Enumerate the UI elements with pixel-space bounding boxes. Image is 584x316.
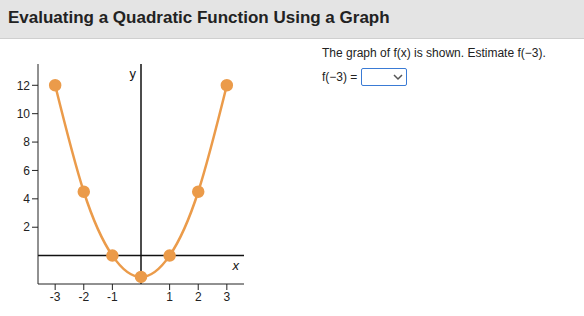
svg-text:1: 1 [166,290,173,304]
svg-text:8: 8 [23,135,30,149]
html-text:The graph of f(x) is shown. Es: The graph of f(x) is shown. Estimate f(−… [322,46,546,60]
svg-text:x: x [232,258,240,273]
svg-text:4: 4 [23,192,30,206]
svg-text:2: 2 [195,290,202,304]
svg-text:2: 2 [23,220,30,234]
svg-text:3: 3 [223,290,230,304]
html-text:f(−3) =: f(−3) = [322,70,358,84]
svg-text:12: 12 [17,79,31,93]
svg-text:10: 10 [17,107,31,121]
svg-text:-3: -3 [50,290,61,304]
svg-text:-1: -1 [107,290,118,304]
svg-text:y: y [130,66,137,81]
html-text:Evaluating a Quadratic Functio: Evaluating a Quadratic Function Using a … [8,8,390,27]
svg-text:6: 6 [23,164,30,178]
svg-text:-2: -2 [78,290,89,304]
